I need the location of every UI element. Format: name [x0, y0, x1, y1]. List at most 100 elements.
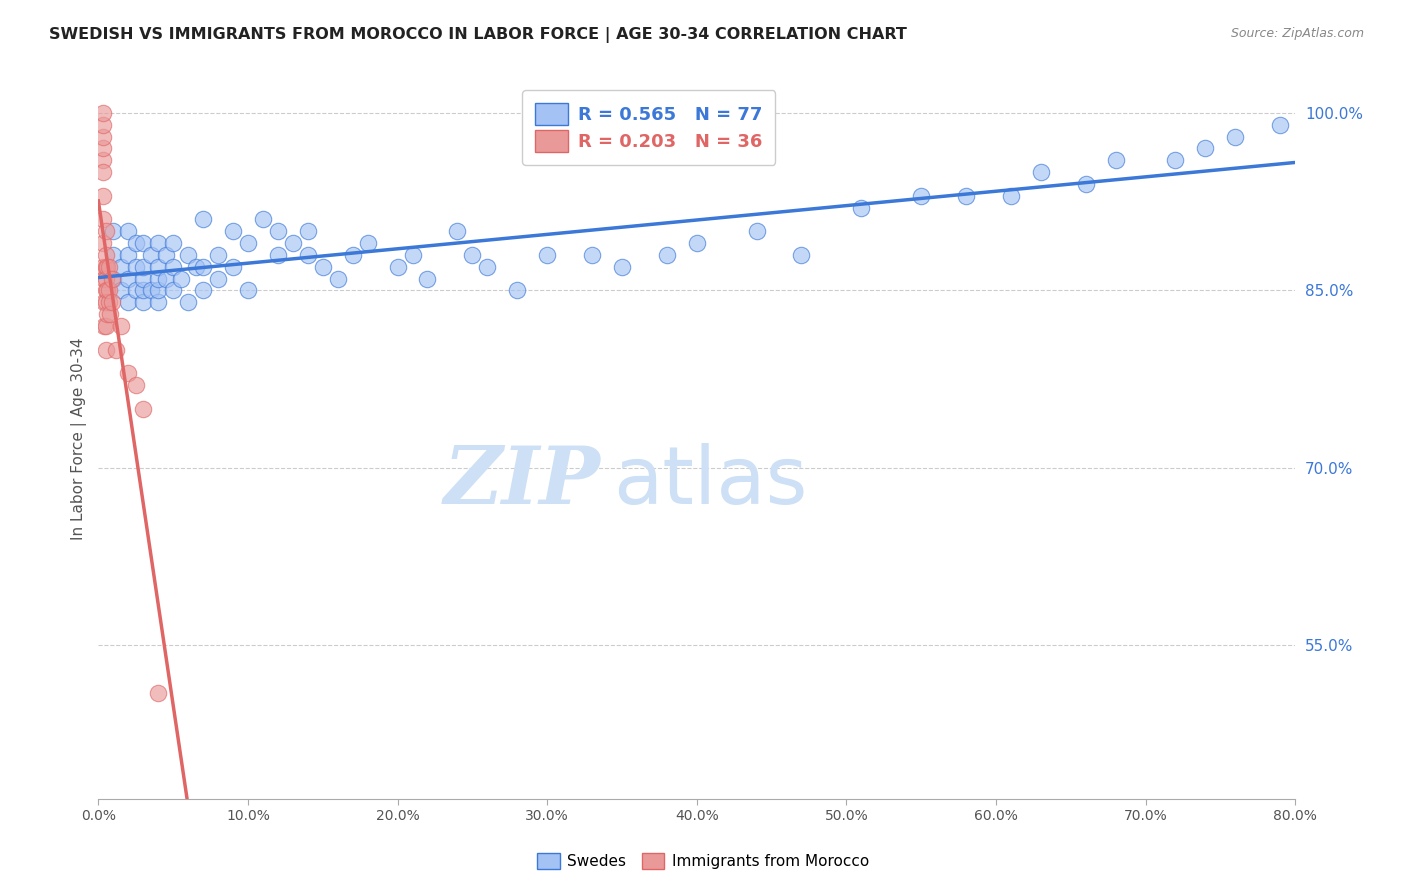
Point: [94, 260, 117, 274]
Point: [745, 224, 768, 238]
Point: [91, 235, 114, 250]
Point: [955, 188, 977, 202]
Point: [356, 235, 378, 250]
Point: [191, 284, 214, 298]
Point: [1029, 165, 1052, 179]
Point: [686, 235, 709, 250]
Point: [910, 188, 932, 202]
Point: [446, 224, 468, 238]
Point: [125, 378, 148, 392]
Point: [91, 188, 114, 202]
Point: [655, 248, 678, 262]
Point: [93, 295, 115, 310]
Point: [132, 401, 155, 416]
Point: [162, 284, 184, 298]
Y-axis label: In Labor Force | Age 30-34: In Labor Force | Age 30-34: [72, 337, 87, 540]
Point: [94, 295, 117, 310]
Point: [110, 284, 132, 298]
Point: [91, 129, 114, 144]
Point: [207, 248, 229, 262]
Point: [177, 248, 200, 262]
Point: [155, 248, 177, 262]
Point: [94, 224, 117, 238]
Text: atlas: atlas: [613, 442, 807, 521]
Point: [125, 260, 148, 274]
Legend: R = 0.565   N = 77, R = 0.203   N = 36: R = 0.565 N = 77, R = 0.203 N = 36: [523, 90, 775, 165]
Text: ZIP: ZIP: [444, 442, 600, 520]
Point: [191, 260, 214, 274]
Point: [401, 248, 423, 262]
Point: [117, 224, 139, 238]
Point: [103, 248, 125, 262]
Point: [297, 248, 319, 262]
Point: [110, 318, 132, 333]
Point: [91, 212, 114, 227]
Point: [581, 248, 603, 262]
Point: [326, 271, 349, 285]
Point: [1164, 153, 1187, 168]
Point: [132, 235, 155, 250]
Point: [96, 307, 118, 321]
Point: [105, 343, 128, 357]
Point: [132, 284, 155, 298]
Point: [222, 260, 245, 274]
Point: [148, 284, 170, 298]
Point: [103, 271, 125, 285]
Point: [97, 260, 120, 274]
Point: [94, 318, 117, 333]
Point: [101, 271, 124, 285]
Point: [312, 260, 335, 274]
Point: [97, 284, 120, 298]
Point: [252, 212, 274, 227]
Point: [416, 271, 439, 285]
Point: [98, 307, 121, 321]
Point: [148, 235, 170, 250]
Point: [97, 295, 120, 310]
Point: [506, 284, 529, 298]
Point: [267, 248, 290, 262]
Point: [155, 271, 177, 285]
Point: [536, 248, 558, 262]
Point: [117, 295, 139, 310]
Text: SWEDISH VS IMMIGRANTS FROM MOROCCO IN LABOR FORCE | AGE 30-34 CORRELATION CHART: SWEDISH VS IMMIGRANTS FROM MOROCCO IN LA…: [49, 27, 907, 43]
Point: [148, 685, 170, 699]
Point: [148, 295, 170, 310]
Point: [91, 165, 114, 179]
Point: [790, 248, 813, 262]
Point: [139, 248, 162, 262]
Point: [1104, 153, 1126, 168]
Point: [96, 284, 118, 298]
Point: [148, 271, 170, 285]
Point: [91, 260, 114, 274]
Point: [117, 248, 139, 262]
Point: [162, 235, 184, 250]
Point: [117, 366, 139, 380]
Point: [139, 284, 162, 298]
Point: [1270, 118, 1292, 132]
Point: [94, 248, 117, 262]
Point: [91, 141, 114, 155]
Point: [222, 224, 245, 238]
Point: [169, 271, 191, 285]
Point: [101, 295, 124, 310]
Point: [207, 271, 229, 285]
Legend: Swedes, Immigrants from Morocco: Swedes, Immigrants from Morocco: [530, 847, 876, 875]
Point: [93, 318, 115, 333]
Point: [236, 284, 259, 298]
Point: [94, 343, 117, 357]
Point: [177, 295, 200, 310]
Point: [387, 260, 409, 274]
Point: [1074, 177, 1097, 191]
Point: [132, 271, 155, 285]
Point: [236, 235, 259, 250]
Text: Source: ZipAtlas.com: Source: ZipAtlas.com: [1230, 27, 1364, 40]
Point: [297, 224, 319, 238]
Point: [103, 224, 125, 238]
Point: [93, 271, 115, 285]
Point: [342, 248, 364, 262]
Point: [281, 235, 304, 250]
Point: [132, 295, 155, 310]
Point: [91, 153, 114, 168]
Point: [477, 260, 499, 274]
Point: [1194, 141, 1216, 155]
